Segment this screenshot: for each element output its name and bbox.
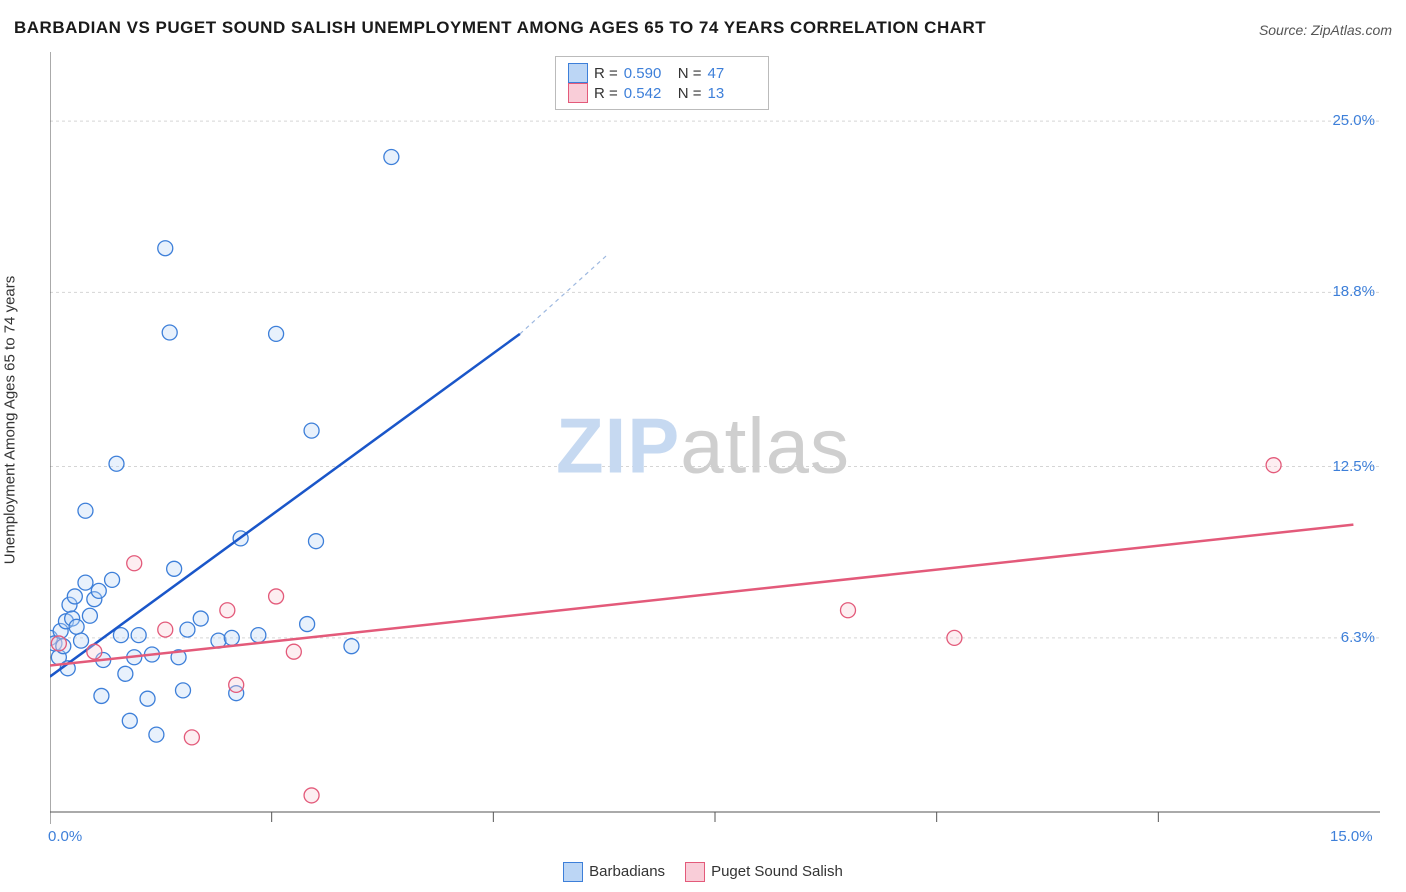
data-point-puget bbox=[51, 636, 66, 651]
data-point-barbadians bbox=[176, 683, 191, 698]
data-point-barbadians bbox=[167, 561, 182, 576]
y-tick-label: 18.8% bbox=[1320, 283, 1375, 300]
data-point-barbadians bbox=[304, 423, 319, 438]
data-point-barbadians bbox=[251, 628, 266, 643]
data-point-puget bbox=[1266, 458, 1281, 473]
data-point-puget bbox=[87, 644, 102, 659]
source-label: Source: ZipAtlas.com bbox=[1259, 22, 1392, 38]
data-point-puget bbox=[286, 644, 301, 659]
data-point-puget bbox=[184, 730, 199, 745]
series-legend-item: Puget Sound Salish bbox=[685, 862, 843, 882]
chart-container: BARBADIAN VS PUGET SOUND SALISH UNEMPLOY… bbox=[0, 0, 1406, 892]
stats-legend-row: R = 0.590 N = 47 bbox=[568, 63, 756, 83]
data-point-barbadians bbox=[344, 639, 359, 654]
x-axis-max-label: 15.0% bbox=[1330, 828, 1373, 845]
legend-r-value: 0.590 bbox=[624, 65, 672, 82]
trend-line-ext-barbadians bbox=[520, 254, 609, 334]
data-point-barbadians bbox=[384, 150, 399, 165]
data-point-barbadians bbox=[180, 622, 195, 637]
data-point-barbadians bbox=[224, 630, 239, 645]
data-point-puget bbox=[304, 788, 319, 803]
legend-r-value: 0.542 bbox=[624, 85, 672, 102]
data-point-barbadians bbox=[74, 633, 89, 648]
legend-swatch bbox=[568, 83, 588, 103]
legend-r-label: R = bbox=[594, 65, 618, 82]
data-point-barbadians bbox=[69, 619, 84, 634]
legend-n-value: 13 bbox=[708, 85, 756, 102]
y-tick-label: 6.3% bbox=[1320, 629, 1375, 646]
data-point-barbadians bbox=[309, 534, 324, 549]
trend-line-barbadians bbox=[50, 334, 520, 677]
trend-line-puget bbox=[50, 525, 1353, 666]
data-point-puget bbox=[947, 630, 962, 645]
legend-n-value: 47 bbox=[708, 65, 756, 82]
data-point-barbadians bbox=[300, 617, 315, 632]
data-point-barbadians bbox=[78, 503, 93, 518]
data-point-puget bbox=[158, 622, 173, 637]
data-point-barbadians bbox=[91, 583, 106, 598]
legend-swatch bbox=[563, 862, 583, 882]
data-point-barbadians bbox=[94, 688, 109, 703]
data-point-barbadians bbox=[162, 325, 177, 340]
series-legend-label: Barbadians bbox=[589, 863, 665, 880]
data-point-puget bbox=[229, 677, 244, 692]
legend-n-label: N = bbox=[678, 85, 702, 102]
stats-legend: R = 0.590 N = 47 R = 0.542 N = 13 bbox=[555, 56, 769, 110]
series-legend: Barbadians Puget Sound Salish bbox=[0, 862, 1406, 882]
data-point-barbadians bbox=[105, 572, 120, 587]
y-tick-label: 25.0% bbox=[1320, 112, 1375, 129]
legend-swatch bbox=[685, 862, 705, 882]
data-point-barbadians bbox=[158, 241, 173, 256]
data-point-barbadians bbox=[67, 589, 82, 604]
data-point-barbadians bbox=[149, 727, 164, 742]
data-point-barbadians bbox=[131, 628, 146, 643]
series-legend-label: Puget Sound Salish bbox=[711, 863, 843, 880]
data-point-barbadians bbox=[269, 326, 284, 341]
y-axis-label: Unemployment Among Ages 65 to 74 years bbox=[2, 276, 19, 565]
data-point-puget bbox=[127, 556, 142, 571]
data-point-barbadians bbox=[118, 666, 133, 681]
data-point-puget bbox=[269, 589, 284, 604]
data-point-barbadians bbox=[109, 456, 124, 471]
x-axis-min-label: 0.0% bbox=[48, 828, 82, 845]
chart-title: BARBADIAN VS PUGET SOUND SALISH UNEMPLOY… bbox=[14, 18, 986, 38]
series-legend-item: Barbadians bbox=[563, 862, 665, 882]
data-point-barbadians bbox=[140, 691, 155, 706]
legend-swatch bbox=[568, 63, 588, 83]
plot-area bbox=[50, 52, 1380, 846]
data-point-barbadians bbox=[122, 713, 137, 728]
scatter-plot-svg bbox=[50, 52, 1380, 846]
data-point-puget bbox=[220, 603, 235, 618]
data-point-barbadians bbox=[193, 611, 208, 626]
legend-r-label: R = bbox=[594, 85, 618, 102]
data-point-barbadians bbox=[82, 608, 97, 623]
y-tick-label: 12.5% bbox=[1320, 458, 1375, 475]
data-point-puget bbox=[841, 603, 856, 618]
data-point-barbadians bbox=[78, 575, 93, 590]
stats-legend-row: R = 0.542 N = 13 bbox=[568, 83, 756, 103]
legend-n-label: N = bbox=[678, 65, 702, 82]
